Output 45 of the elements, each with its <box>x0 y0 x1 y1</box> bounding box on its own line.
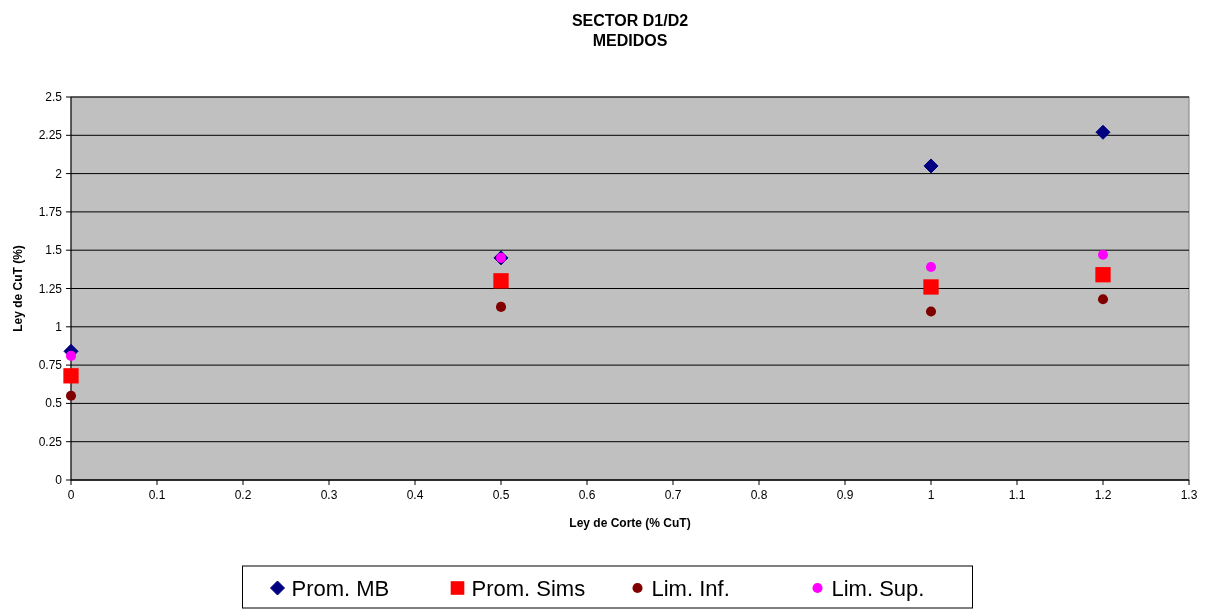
y-tick-label: 0 <box>55 473 63 487</box>
point <box>1097 249 1109 260</box>
x-tick-label: 0 <box>67 488 75 502</box>
y-tick-label: 2 <box>55 166 63 181</box>
chart-title: SECTOR D1/D2 MEDIDOS <box>571 12 689 49</box>
y-tick-label: 0.25 <box>38 434 63 449</box>
x-tick-label: 0.8 <box>750 488 768 502</box>
x-tick-label: 0.5 <box>492 488 510 502</box>
point <box>1097 294 1109 305</box>
point <box>1095 267 1111 283</box>
point <box>923 158 939 174</box>
x-tick-label: 1.1 <box>1008 488 1026 502</box>
point <box>925 262 937 273</box>
y-tick-label: 1.5 <box>45 243 63 258</box>
point <box>493 273 509 289</box>
point <box>495 301 507 312</box>
x-tick-label: 1 <box>927 488 935 502</box>
point <box>923 279 939 295</box>
y-tick-label: 2.5 <box>45 90 63 104</box>
x-tick-label: 0.3 <box>320 488 338 502</box>
x-tick-label: 0.9 <box>836 488 854 502</box>
y-tick-label: 2.25 <box>38 128 63 143</box>
legend-label: Lim. Sup. <box>831 576 925 601</box>
x-tick-label: 0.6 <box>578 488 596 502</box>
y-tick-label: 0.75 <box>38 358 63 373</box>
y-tick-label: 1 <box>55 319 63 334</box>
point <box>63 368 79 384</box>
legend-label: Lim. Inf. <box>651 576 730 601</box>
point <box>925 306 937 317</box>
x-tick-label: 0.4 <box>406 488 424 502</box>
point <box>1095 124 1111 140</box>
legend-label: Prom. MB <box>291 576 390 601</box>
x-tick-label: 1.2 <box>1094 488 1112 502</box>
x-tick-label: 1.3 <box>1180 488 1198 502</box>
legend-label: Prom. Sims <box>471 576 586 601</box>
x-tick-label: 0.7 <box>664 488 682 502</box>
y-tick-label: 1.25 <box>38 281 63 296</box>
x-axis-title: Ley de Corte (% CuT) <box>569 516 691 530</box>
point <box>65 350 77 361</box>
point <box>65 390 77 401</box>
y-axis-title: Ley de CuT (%) <box>11 245 25 332</box>
x-tick-label: 0.2 <box>234 488 252 502</box>
x-tick-label: 0.1 <box>148 488 166 502</box>
y-tick-label: 0.5 <box>45 396 63 411</box>
y-tick-label: 1.75 <box>38 204 63 219</box>
